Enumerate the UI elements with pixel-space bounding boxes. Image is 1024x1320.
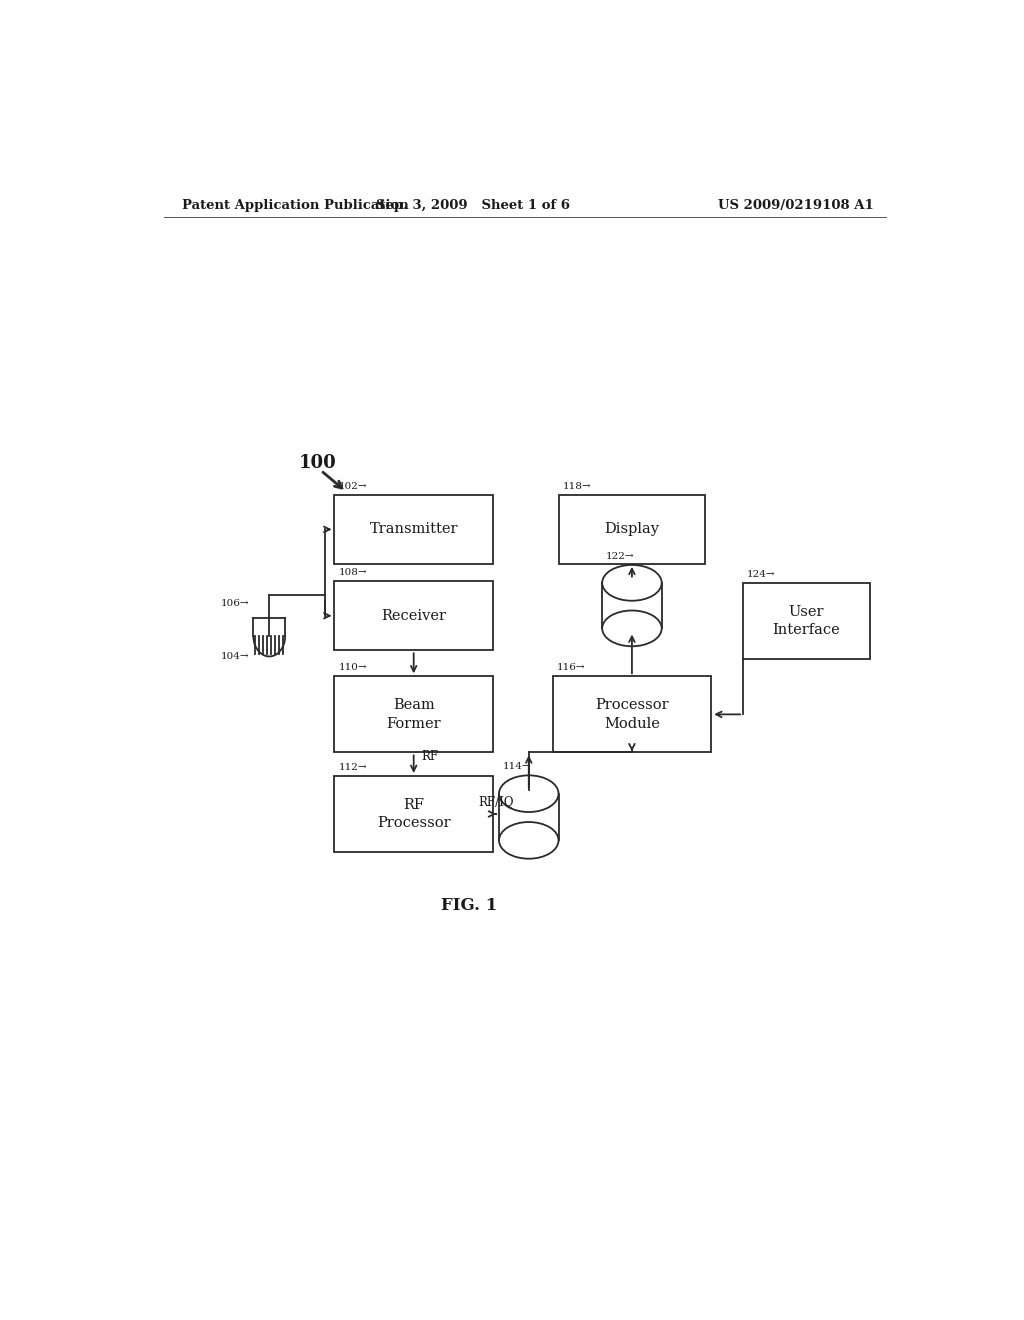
Text: 106→: 106→ [221, 599, 250, 609]
Ellipse shape [602, 610, 662, 647]
Ellipse shape [499, 822, 558, 859]
Text: Receiver: Receiver [381, 609, 446, 623]
FancyBboxPatch shape [743, 582, 870, 659]
Text: 108→: 108→ [338, 568, 367, 577]
Text: 118→: 118→ [562, 482, 591, 491]
Text: 100: 100 [299, 454, 336, 473]
Text: Display: Display [604, 523, 659, 536]
Text: RF
Processor: RF Processor [377, 797, 451, 830]
Text: 110→: 110→ [338, 663, 367, 672]
Text: US 2009/0219108 A1: US 2009/0219108 A1 [718, 198, 873, 211]
Ellipse shape [602, 565, 662, 601]
Text: FIG. 1: FIG. 1 [441, 898, 498, 913]
Text: User
Interface: User Interface [773, 605, 841, 638]
FancyBboxPatch shape [499, 784, 558, 850]
Text: 104→: 104→ [221, 652, 250, 661]
Text: 116→: 116→ [557, 663, 585, 672]
FancyBboxPatch shape [558, 495, 706, 564]
Text: 102→: 102→ [338, 482, 367, 491]
Text: Processor
Module: Processor Module [595, 698, 669, 730]
FancyBboxPatch shape [553, 676, 712, 752]
Text: 112→: 112→ [338, 763, 367, 772]
Text: Transmitter: Transmitter [370, 523, 458, 536]
FancyBboxPatch shape [334, 581, 494, 651]
FancyBboxPatch shape [602, 574, 662, 638]
Text: RF/IQ: RF/IQ [478, 795, 514, 808]
Text: RF: RF [422, 750, 438, 763]
Text: 124→: 124→ [748, 570, 775, 578]
FancyBboxPatch shape [334, 676, 494, 752]
FancyBboxPatch shape [334, 495, 494, 564]
Text: 114→: 114→ [503, 762, 531, 771]
Text: Beam
Former: Beam Former [386, 698, 441, 730]
Ellipse shape [499, 775, 558, 812]
FancyBboxPatch shape [334, 776, 494, 853]
Text: Patent Application Publication: Patent Application Publication [182, 198, 409, 211]
Text: 122→: 122→ [606, 552, 635, 561]
Text: Sep. 3, 2009   Sheet 1 of 6: Sep. 3, 2009 Sheet 1 of 6 [376, 198, 570, 211]
